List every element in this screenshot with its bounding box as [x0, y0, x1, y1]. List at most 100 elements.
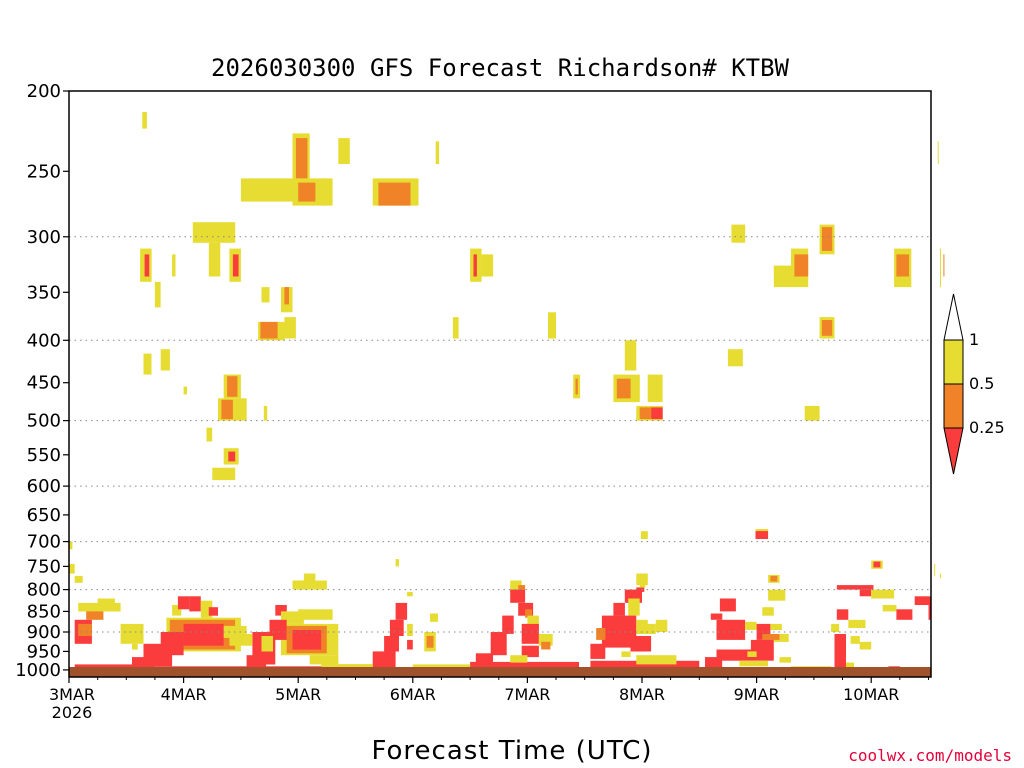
y-axis: 200 250 300 350 400 450 500 550 600 650 700 750 8008… — [15, 81, 69, 681]
x-tick-label: 6MAR — [390, 685, 436, 704]
ri-cell — [521, 623, 539, 644]
ri-cell — [275, 605, 287, 616]
y-tick-label: 500 — [27, 411, 61, 432]
ri-cell — [132, 643, 138, 650]
ri-cell — [590, 643, 606, 659]
ri-cell — [940, 248, 941, 288]
y-tick-label: 850 — [27, 601, 61, 622]
y-tick-label: 650 — [27, 505, 61, 526]
ri-cell — [762, 607, 774, 616]
ri-cell — [739, 660, 768, 667]
ri-cell — [292, 630, 322, 650]
ri-cell — [521, 645, 539, 658]
ri-cell — [221, 399, 233, 420]
ri-cell — [616, 378, 631, 399]
ri-cell — [541, 641, 551, 650]
ri-cell — [154, 281, 161, 308]
ri-cell — [575, 378, 578, 395]
y-tick-label: 550 — [27, 445, 61, 466]
ri-cell — [773, 634, 789, 642]
ri-cell — [527, 615, 539, 628]
chart-title: 2026030300 GFS Forecast Richardson# KTBW — [211, 54, 790, 82]
ri-cell — [502, 615, 514, 634]
ri-cell — [261, 287, 270, 303]
ri-cell — [636, 655, 677, 665]
legend-label: 0.25 — [969, 418, 1005, 437]
ri-cell — [727, 349, 743, 367]
ri-cell — [640, 531, 648, 539]
ri-cell — [395, 559, 399, 567]
x-tick-label: 5MAR — [275, 685, 321, 704]
ri-cell — [407, 591, 413, 597]
ri-cell — [510, 655, 528, 663]
y-tick-label: 300 — [27, 227, 61, 248]
ri-cell — [338, 138, 350, 164]
ri-cell — [846, 662, 854, 670]
ri-cell — [770, 575, 778, 582]
ri-cell — [613, 602, 625, 616]
x-axis: 3MAR 4MAR 5MAR 6MAR 7MAR 8MAR 9MAR 10MAR — [49, 677, 929, 704]
ri-cell — [435, 141, 440, 164]
x-tick-label: 3MAR — [49, 685, 95, 704]
ri-cell — [295, 138, 308, 179]
ri-cell — [624, 340, 637, 371]
ground-band — [69, 667, 931, 677]
ri-cell — [848, 619, 866, 628]
ri-cell — [705, 657, 723, 670]
ri-cell — [389, 619, 404, 636]
ri-cell — [630, 636, 652, 652]
ri-cell — [628, 598, 640, 616]
x-tick-label: 7MAR — [504, 685, 550, 704]
legend: 1 0.5 0.25 — [943, 293, 1005, 475]
ri-cell — [636, 619, 648, 634]
legend-swatch — [943, 383, 964, 429]
ri-cell — [596, 628, 606, 640]
ri-cell — [655, 619, 668, 632]
ri-cell — [647, 374, 663, 403]
ri-cell — [639, 580, 646, 588]
y-tick-label: 400 — [27, 330, 61, 351]
legend-swatch — [943, 339, 964, 385]
ri-cell — [172, 605, 182, 616]
ri-cell — [750, 639, 774, 650]
ri-cell — [284, 287, 289, 305]
legend-above-triangle — [943, 293, 964, 341]
ri-cell — [590, 660, 700, 670]
ri-cell — [481, 254, 494, 277]
ri-cell — [69, 564, 75, 574]
ri-cell — [621, 651, 631, 657]
ri-cell — [144, 254, 150, 277]
legend-label: 1 — [969, 330, 979, 349]
plot-cells — [69, 112, 945, 675]
ri-cell — [321, 664, 373, 668]
ri-cell — [928, 602, 931, 620]
ri-cell — [177, 596, 190, 610]
ri-cell — [821, 227, 833, 251]
ri-cell — [206, 427, 213, 442]
ri-cell — [200, 600, 213, 618]
ri-cell — [183, 386, 187, 395]
ri-cell — [208, 242, 221, 277]
ri-cell — [651, 407, 663, 420]
ri-cell — [473, 254, 477, 277]
ri-cell — [412, 664, 471, 668]
ri-cell — [859, 641, 872, 650]
x-tick-label: 4MAR — [161, 685, 207, 704]
ri-cell — [208, 607, 218, 616]
ri-cell — [745, 621, 757, 630]
ri-cell — [407, 623, 413, 636]
ri-cell — [309, 655, 339, 665]
ri-cell — [372, 651, 396, 670]
x-tick-label: 10MAR — [843, 685, 899, 704]
ri-cell — [490, 632, 507, 656]
grid-lines — [69, 236, 931, 633]
ri-cell — [850, 636, 860, 644]
ri-cell — [716, 619, 746, 640]
ri-cell — [525, 609, 532, 618]
ri-cell — [896, 254, 909, 277]
ri-cell — [284, 317, 296, 339]
ri-cell — [142, 112, 147, 129]
x-start-year: 2026 — [52, 703, 93, 722]
ri-cell — [940, 573, 941, 579]
